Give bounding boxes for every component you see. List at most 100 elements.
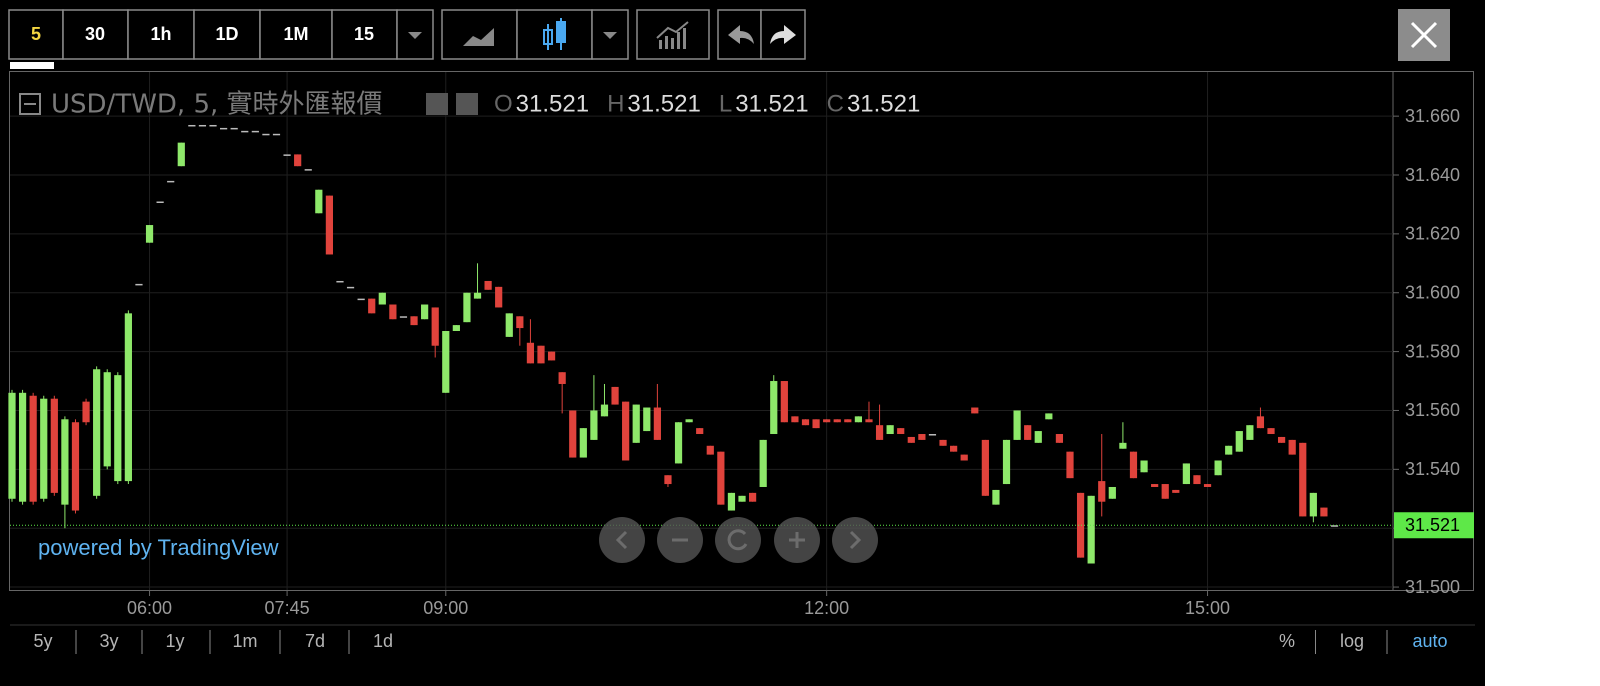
candles: 31.521 [8,124,1474,564]
candle-body [389,304,397,320]
x-tick-label: 06:00 [127,598,172,618]
candle-body [50,398,58,493]
candle-body [325,195,333,255]
candle-body [664,475,672,485]
candle-body [82,401,90,423]
range-button[interactable]: 7d [305,631,325,651]
ohlc-key: H [607,90,624,117]
reset-button[interactable] [715,517,761,563]
candle-body [981,439,989,496]
interval-button[interactable] [331,9,398,60]
candle-body [1108,486,1116,499]
y-tick-label: 31.660 [1405,106,1460,126]
candle-body [18,392,27,502]
candle-body [1172,489,1180,493]
candle-body [1203,484,1212,487]
candle-body [1013,410,1021,440]
candle-body [632,404,640,443]
redo-icon [770,25,796,44]
candle-body [61,419,69,505]
candle-body [801,419,810,426]
scroll-right-button[interactable] [832,517,878,563]
candle-icon [543,18,566,50]
candle-body [145,225,154,243]
candle-body [378,292,386,305]
candle-body [590,410,598,440]
scale-option[interactable]: log [1340,631,1364,651]
candle-body [262,133,270,136]
interval-button[interactable] [259,9,333,60]
range-button[interactable]: 1m [232,631,257,651]
candle-body [749,492,757,502]
candle-body [442,331,450,393]
candle-body [1002,439,1011,485]
dropdown-arrow [408,32,422,39]
candle-body [304,169,312,171]
interval-label: 1h [150,24,171,44]
candle-body [622,401,630,461]
collapse-icon[interactable] [19,93,41,115]
interval-button[interactable] [8,9,64,60]
candle-body [505,313,513,337]
candle-body [473,292,482,299]
candle-body [220,127,228,130]
candle-body [1278,436,1286,443]
candle-body [346,286,355,289]
candle-body [526,342,535,364]
watermark: powered by TradingView [38,535,279,560]
interval-button[interactable] [62,9,129,60]
scroll-tab [10,62,54,69]
interval-button[interactable] [127,9,195,60]
candle-body [93,369,101,496]
candle-body [251,130,259,133]
candle-body [294,154,302,167]
candle-body [1235,431,1243,452]
eye-icon[interactable] [426,93,448,115]
candle-body [135,283,143,286]
interval-button[interactable] [193,9,261,60]
line-style-button[interactable] [441,9,518,60]
scale-option[interactable]: % [1279,631,1295,651]
ohlc-value: 31.521 [516,90,589,117]
interval-label: 1M [283,24,308,44]
candle-body [124,313,132,482]
candle-body [336,280,344,283]
candle-body [315,189,323,214]
y-tick-label: 31.540 [1405,459,1460,479]
indicators-button[interactable] [636,9,710,60]
candle-body [71,422,80,511]
candle-body [897,428,905,435]
x-tick-label: 09:00 [423,598,468,618]
candle-body [918,434,926,440]
line-icon [463,28,494,46]
scale-option[interactable]: auto [1412,631,1447,651]
interval-label: 30 [85,24,105,44]
range-button[interactable]: 3y [99,631,118,651]
candle-body [875,425,884,440]
x-tick-label: 15:00 [1185,598,1230,618]
candle-style-button[interactable] [516,9,593,60]
candle-body [579,428,587,458]
range-button[interactable]: 1d [373,631,393,651]
interval-label: 5 [31,24,41,44]
last-price-badge [1394,512,1474,539]
range-button[interactable]: 1y [165,631,184,651]
scroll-left-button[interactable] [599,517,645,563]
toolbar: 5 30 1h 1D 1M 15 [8,9,1450,69]
candle-body [537,345,545,364]
candle-body [209,124,217,127]
candle-body [1119,442,1127,449]
candle-body [674,422,683,464]
candle-body [653,407,661,440]
candle-body [1024,425,1032,440]
ohlc-key: C [827,90,844,117]
candle-body [727,492,736,511]
range-button[interactable]: 5y [33,631,52,651]
dropdown-arrow [603,32,617,39]
settings-icon[interactable] [456,93,478,115]
candle-body [759,439,767,487]
candle-body [421,304,429,320]
last-price-label: 31.521 [1405,515,1460,535]
chart-frame [9,71,1474,591]
candle-body [1055,434,1064,443]
